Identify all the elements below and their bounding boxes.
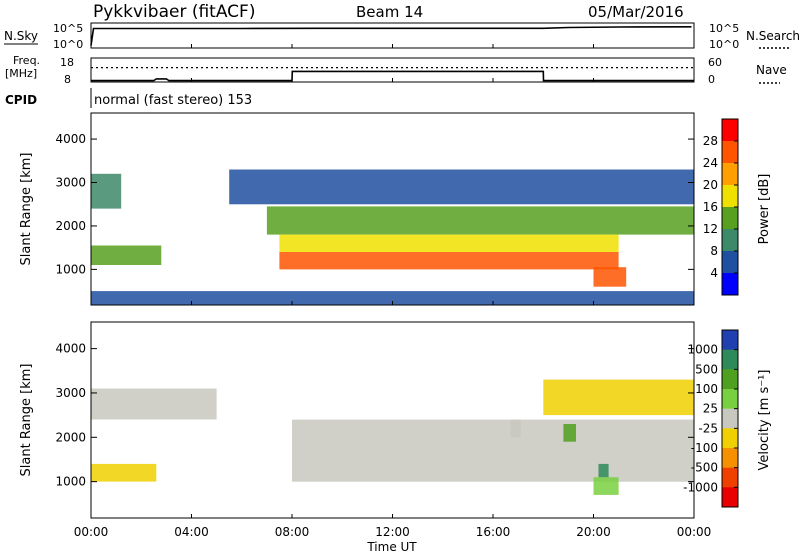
nave-label: Nave [756,63,787,77]
velocity-ytick-label-4000: 4000 [55,342,86,356]
data-region-3 [91,463,157,482]
xtick-label-6: 00:00 [677,525,712,539]
power-cbar-tick-label-1: 24 [703,156,718,170]
data-region-6 [593,477,619,495]
power-cbar-tick-label-0: 28 [703,134,718,148]
velocity-cbar-swatch-5 [722,428,738,449]
power-ytick-label-1000: 1000 [55,262,86,276]
power-cbar-tick-label-2: 20 [703,178,718,192]
velocity-cbar-swatch-3 [722,389,738,410]
velocity-ytick-label-2000: 2000 [55,430,86,444]
velocity-cbar-tick-label-6: -500 [691,461,718,475]
nave-tick-low: 0 [708,73,715,86]
cpid-label: CPID [5,93,37,107]
power-cbar-swatch-2 [722,163,738,186]
xtick-label-2: 08:00 [275,525,310,539]
noise-top-tick-left: 10^5 [53,22,83,35]
power-y-label: Slant Range [km] [19,153,34,266]
velocity-cbar-tick-label-2: 100 [695,382,718,396]
noise-bottom-tick-right: 10^0 [709,38,739,51]
power-cbar-swatch-5 [722,229,738,252]
velocity-cbar-swatch-8 [722,487,738,508]
nsky-line [90,26,692,46]
velocity-cbar-tick-label-4: -25 [698,421,718,435]
data-region-2 [91,245,162,265]
xtick-label-3: 12:00 [375,525,410,539]
data-region-1 [91,173,122,209]
velocity-cbar-swatch-2 [722,369,738,390]
power-cbar-swatch-7 [722,273,738,296]
nave-tick-high: 60 [708,56,722,69]
power-cbar-tick-label-6: 4 [710,266,718,280]
freq-label: Freq. [13,54,40,67]
velocity-cbar-frame [721,329,739,508]
cpid-text: normal (fast stereo) 153 [94,93,252,108]
power-cbar-swatch-1 [722,141,738,164]
velocity-colorbar: 1000 500 100 25 -25 -100 -500 -1000 [683,329,739,508]
velocity-cbar-tick-label-1: 500 [695,362,718,376]
velocity-cbar-tick-label-3: 25 [703,402,718,416]
power-cbar-swatch-3 [722,185,738,208]
velocity-y-label: Slant Range [km] [19,364,34,477]
xtick-label-1: 04:00 [174,525,209,539]
data-region-7 [598,463,609,478]
velocity-ytick-label-3000: 3000 [55,386,86,400]
freq-unit: [MHz] [5,67,37,80]
power-ytick-label-3000: 3000 [55,176,86,190]
velocity-cbar-swatch-6 [722,448,738,469]
station-title: Pykkvibaer (fitACF) [93,2,255,22]
data-region-4 [510,419,521,438]
velocity-cbar-tick-label-5: -100 [691,441,718,455]
freq-tick-low: 8 [64,73,71,86]
freq-strip: Freq. [MHz] 18 8 60 0 Nave [5,54,787,86]
power-cbar-swatch-4 [722,207,738,230]
time-axis: 00:00 04:00 08:00 12:00 16:00 20:00 00:00 [74,44,712,539]
date-title: 05/Mar/2016 [588,3,684,21]
velocity-cbar-swatch-0 [722,330,738,351]
velocity-cbar-tick-label-7: -1000 [683,480,718,494]
noise-bottom-tick-left: 10^0 [53,38,83,51]
power-cbar-tick-label-4: 12 [703,222,718,236]
xtick-label-0: 00:00 [74,525,109,539]
velocity-panel: 1000 2000 3000 4000 Slant Range [km] [19,321,695,519]
power-cbar-tick-label-5: 8 [710,244,718,258]
data-region-8 [543,379,694,416]
nsearch-label: N.Search [746,29,800,43]
data-region-4 [266,206,694,235]
velocity-cbar-swatch-4 [722,408,738,429]
data-region-7 [593,267,627,287]
xtick-label-5: 20:00 [576,525,611,539]
xtick-label-4: 16:00 [476,525,511,539]
x-axis-label: Time UT [366,540,417,554]
power-colorbar-label: Power [dB] [757,174,772,245]
data-region-5 [279,234,619,252]
power-cbar-tick-label-3: 16 [703,200,718,214]
beam-title: Beam 14 [356,3,423,21]
power-colorbar: 28 24 20 16 12 8 4 [703,118,739,296]
freq-line [91,70,694,82]
data-region-2 [292,419,694,482]
velocity-cbar-swatch-7 [722,467,738,488]
data-region-8 [91,291,694,305]
noise-strip: N.Sky 10^5 10^0 10^5 10^0 N.Search [4,22,800,51]
velocity-colorbar-label: Velocity [m s⁻¹] [757,370,772,471]
noise-top-tick-right: 10^5 [709,22,739,35]
velocity-cbar-tick-label-0: 1000 [687,343,718,357]
velocity-cbar-swatch-1 [722,349,738,370]
data-region-5 [563,424,576,442]
power-cbar-swatch-0 [722,119,738,142]
nsky-label: N.Sky [4,29,38,43]
velocity-ytick-label-1000: 1000 [55,475,86,489]
data-region-6 [279,252,619,270]
data-region-3 [229,169,694,205]
power-ytick-label-2000: 2000 [55,219,86,233]
data-region-1 [91,388,217,420]
power-panel: 1000 2000 3000 4000 Slant Range [km] [19,112,695,306]
power-cbar-swatch-6 [722,251,738,274]
freq-tick-high: 18 [60,56,74,69]
power-ytick-label-4000: 4000 [55,132,86,146]
